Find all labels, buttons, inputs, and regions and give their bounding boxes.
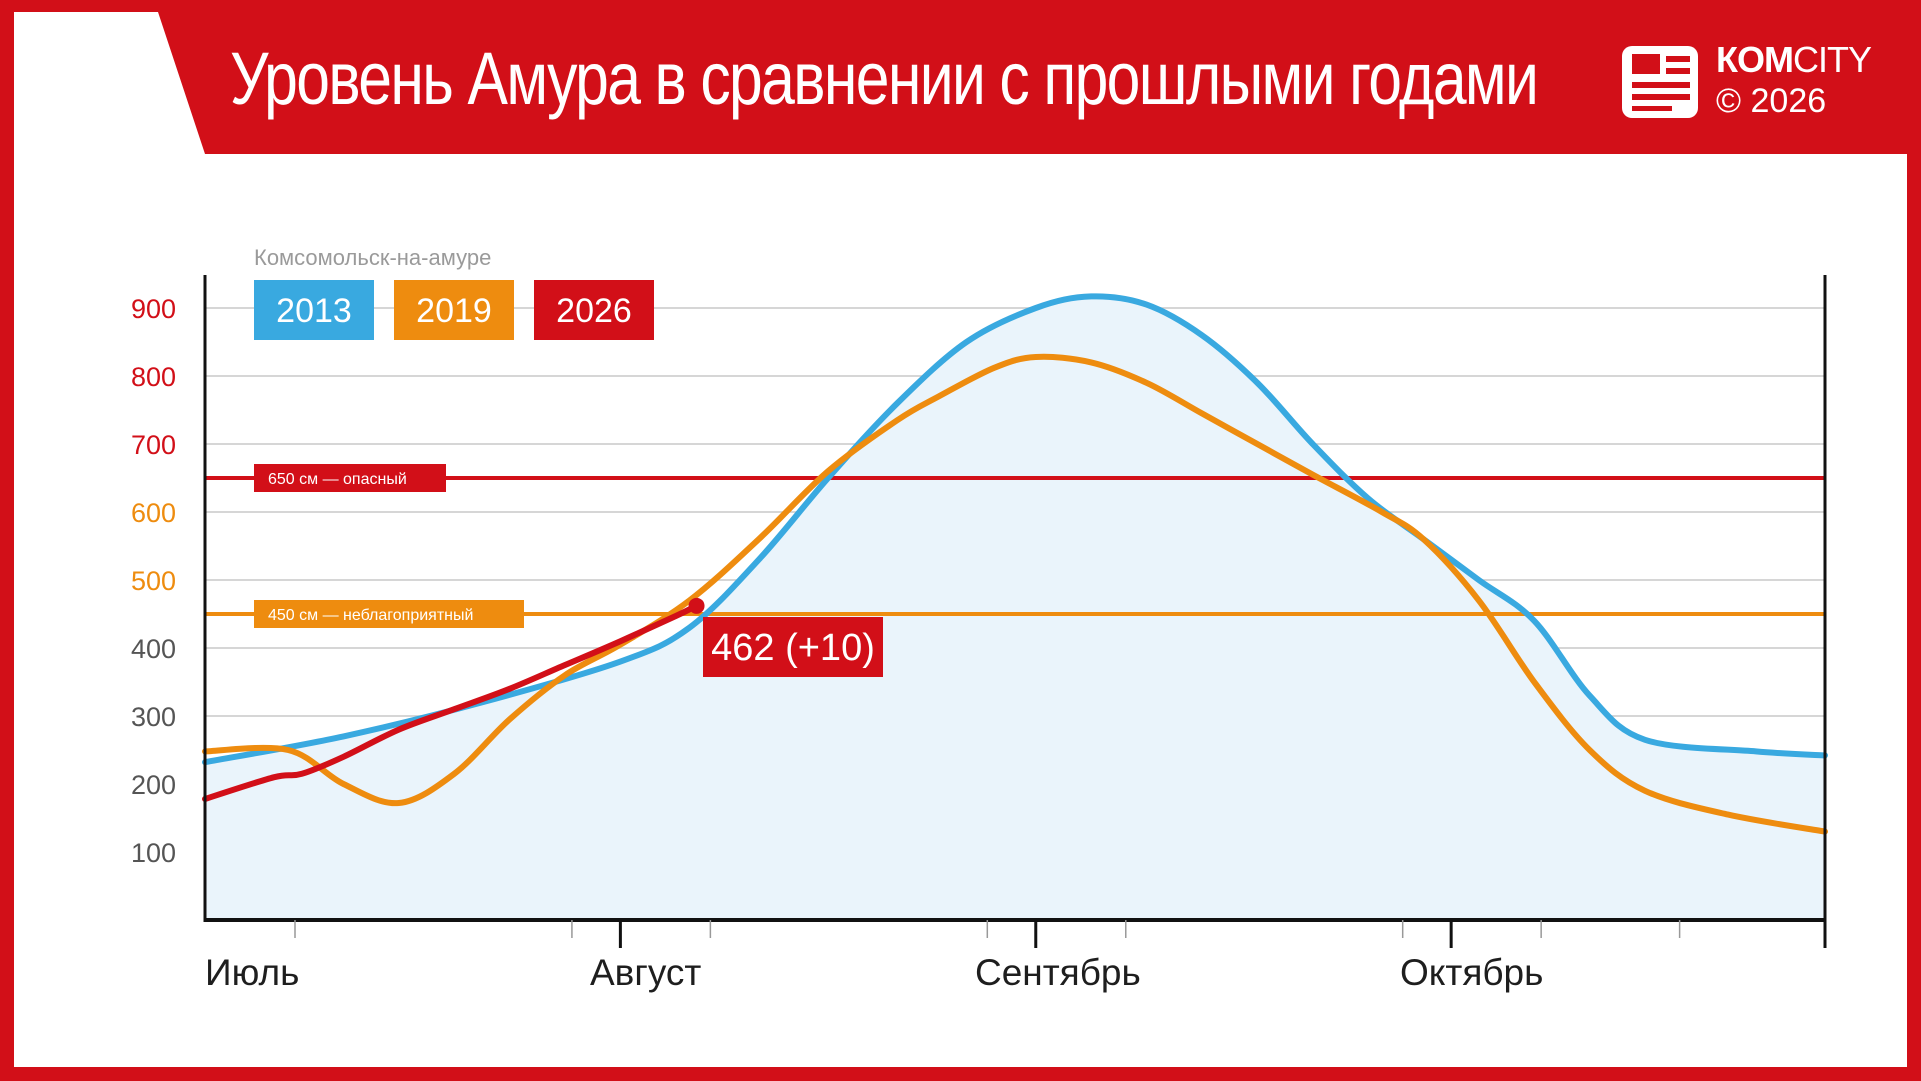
- header-banner: [0, 0, 1921, 154]
- newspaper-logo-icon: [1622, 46, 1698, 118]
- brand-block: КОМCITY © 2026: [1716, 39, 1872, 120]
- legend-swatch-2026: [534, 280, 654, 340]
- series-line-2013: [202, 293, 1828, 766]
- x-month-labels: Июль Август Сентябрь Октябрь: [205, 952, 1543, 993]
- y-tick-label-600: 600: [131, 498, 176, 528]
- series-line-2026: [202, 602, 700, 802]
- series-lines: [202, 293, 1828, 835]
- page-title: Уровень Амура в сравнении с прошлыми год…: [230, 37, 1539, 120]
- chart-subtitle: Комсомольск-на-амуре: [254, 245, 491, 270]
- header-background: [0, 0, 1921, 154]
- current-value-dot: [688, 597, 705, 614]
- axes: [203, 275, 1827, 948]
- y-tick-label-900: 900: [131, 294, 176, 324]
- legend-swatch-2019: [394, 280, 514, 340]
- threshold-label-650: 650 см — опасный: [268, 471, 407, 488]
- month-label-0: Июль: [205, 952, 299, 993]
- threshold-label-bg-450: [254, 600, 524, 628]
- y-tick-label-500: 500: [131, 566, 176, 596]
- y-tick-label-700: 700: [131, 430, 176, 460]
- threshold-label-bg-650: [254, 464, 446, 492]
- legend-swatch-2013: [254, 280, 374, 340]
- y-tick-label-100: 100: [131, 838, 176, 868]
- legend: Комсомольск-на-амуре 2013 2019 2026: [254, 245, 654, 340]
- current-value-badge: [703, 617, 883, 677]
- area-fill-layer: [205, 296, 1825, 920]
- current-value-callout: 462 (+10): [688, 597, 883, 677]
- y-tick-label-300: 300: [131, 702, 176, 732]
- brand-name: КОМCITY: [1716, 39, 1872, 80]
- threshold-label-450: 450 см — неблагоприятный: [268, 607, 473, 624]
- legend-label-2026: 2026: [556, 292, 632, 330]
- copyright-label: © 2026: [1716, 82, 1827, 120]
- legend-label-2019: 2019: [416, 292, 492, 330]
- series-line-2019: [202, 353, 1828, 835]
- month-label-3: Октябрь: [1400, 952, 1543, 993]
- area-fill-2013: [205, 296, 1825, 920]
- brand-name-bold: КОМ: [1716, 39, 1794, 80]
- y-tick-label-800: 800: [131, 362, 176, 392]
- legend-label-2013: 2013: [276, 292, 352, 330]
- threshold-labels: 650 см — опасный 450 см — неблагоприятный: [254, 464, 524, 628]
- y-tick-labels: 100 200 300 400 500 600 700 800 900: [131, 294, 176, 868]
- brand-name-light: CITY: [1792, 39, 1872, 80]
- current-value-label: 462 (+10): [711, 627, 875, 669]
- month-label-1: Август: [590, 952, 701, 993]
- month-label-2: Сентябрь: [975, 952, 1141, 993]
- y-tick-label-200: 200: [131, 770, 176, 800]
- y-tick-label-400: 400: [131, 634, 176, 664]
